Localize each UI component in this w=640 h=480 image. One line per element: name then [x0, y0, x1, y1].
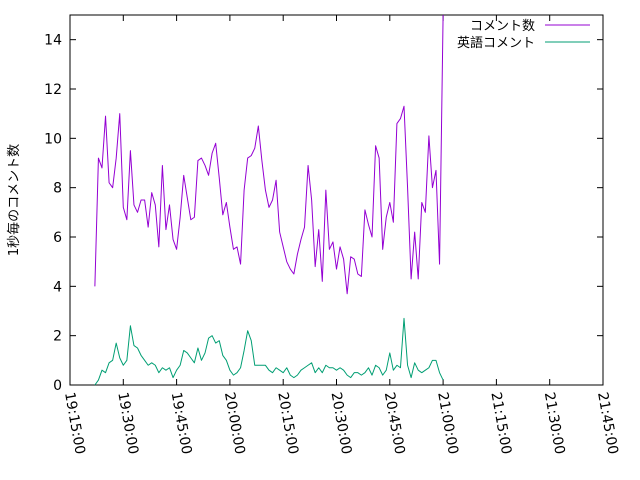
y-tick-label: 0 — [53, 378, 62, 394]
x-tick-label: 20:30:00 — [328, 391, 355, 456]
x-tick-label: 21:00:00 — [434, 391, 461, 456]
y-tick-label: 2 — [53, 329, 62, 345]
x-tick-label: 19:45:00 — [168, 391, 195, 456]
series-line-0 — [94, 14, 444, 295]
x-tick-label: 21:45:00 — [594, 391, 621, 456]
y-tick-label: 4 — [53, 279, 62, 295]
x-tick-label: 21:30:00 — [541, 391, 568, 456]
x-tick-label: 19:30:00 — [114, 391, 141, 456]
y-axis-label: 1秒毎のコメント数 — [6, 144, 22, 256]
y-tick-label: 8 — [53, 181, 62, 197]
x-tick-label: 20:45:00 — [381, 391, 408, 456]
x-tick-label: 21:15:00 — [487, 391, 514, 456]
y-tick-label: 12 — [44, 82, 62, 98]
x-axis: 19:15:00 19:30:00 19:45:00 20:00:00 20:15:00… — [61, 15, 621, 456]
legend-label: コメント数 — [470, 19, 535, 34]
y-axis: 0 2 4 6 8 10 12 14 — [44, 33, 603, 394]
y-tick-label: 14 — [44, 33, 62, 49]
plot-frame — [69, 14, 604, 386]
series-layer — [94, 14, 444, 386]
series-line-1 — [94, 317, 444, 386]
y-tick-label: 10 — [44, 131, 62, 147]
x-tick-label: 20:15:00 — [274, 391, 301, 456]
x-tick-label: 20:00:00 — [221, 391, 248, 456]
legend-label: 英語コメント — [457, 35, 535, 51]
y-tick-label: 6 — [53, 230, 62, 246]
x-tick-label: 19:15:00 — [61, 391, 88, 456]
